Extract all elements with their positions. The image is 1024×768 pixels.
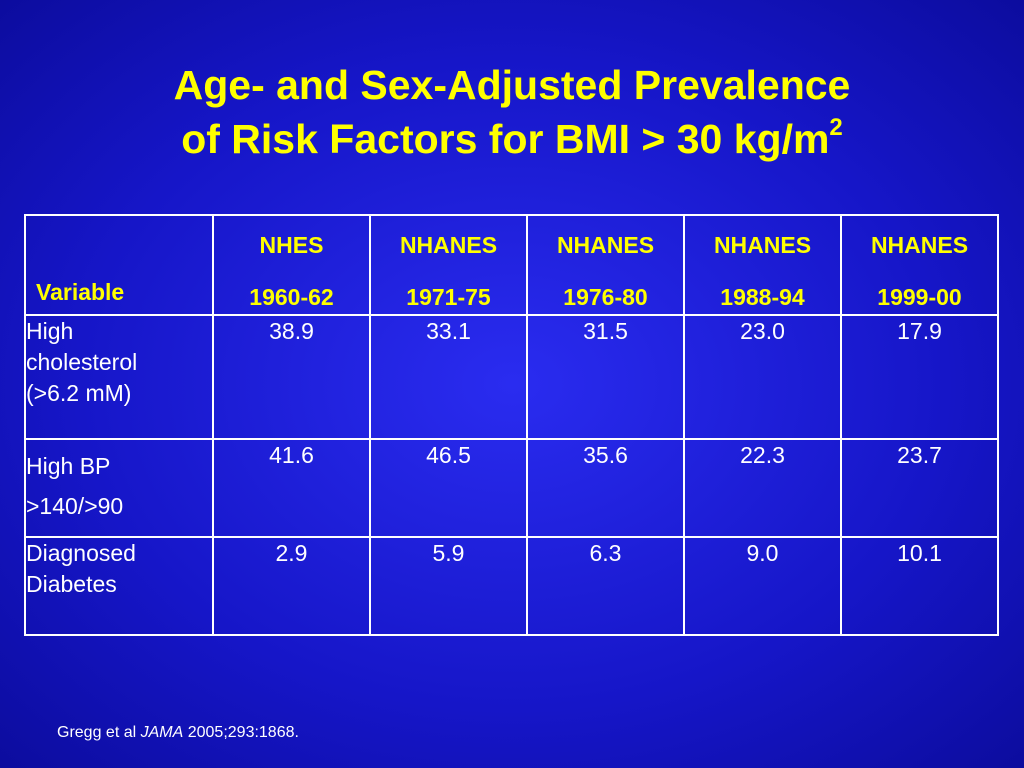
table-cell: 9.0 — [683, 536, 842, 636]
table-cell: 23.0 — [683, 314, 842, 440]
table-cell: 23.7 — [840, 438, 999, 538]
header-survey-name: NHES — [259, 232, 324, 258]
row-label-line: High BP — [26, 453, 111, 479]
header-survey-name: NHANES — [713, 232, 812, 258]
table-cell: 6.3 — [526, 536, 685, 636]
citation-reference: 2005;293:1868. — [183, 724, 299, 741]
table-cell: 46.5 — [369, 438, 528, 538]
header-survey-name: NHANES — [556, 232, 655, 258]
table-cell: 2.9 — [212, 536, 371, 636]
citation-journal: JAMA — [140, 724, 184, 741]
table-cell: 35.6 — [526, 438, 685, 538]
title-line-1: Age- and Sex-Adjusted Prevalence — [173, 62, 851, 108]
header-survey-years: 1999-00 — [877, 284, 962, 310]
row-label-blood-pressure: High BP >140/>90 — [24, 438, 214, 538]
header-survey-1: NHES 1960-62 — [212, 214, 371, 316]
title-line-2-text: of Risk Factors for BMI > 30 kg/m — [181, 116, 830, 162]
header-survey-years: 1988-94 — [720, 284, 805, 310]
row-label-line: High — [26, 318, 74, 344]
citation-footnote: Gregg et al JAMA 2005;293:1868. — [57, 724, 299, 742]
table-cell: 38.9 — [212, 314, 371, 440]
row-label-diabetes: Diagnosed Diabetes — [24, 536, 214, 636]
header-survey-2: NHANES 1971-75 — [369, 214, 528, 316]
header-survey-name: NHANES — [399, 232, 498, 258]
header-survey-3: NHANES 1976-80 — [526, 214, 685, 316]
table-cell: 5.9 — [369, 536, 528, 636]
table-cell: 22.3 — [683, 438, 842, 538]
row-label-cholesterol: High cholesterol (>6.2 mM) — [24, 314, 214, 440]
table-row: High BP >140/>90 41.6 46.5 35.6 22.3 23.7 — [24, 438, 999, 538]
table-header-row: Variable NHES 1960-62 NHANES 1971-75 NHANE… — [24, 214, 999, 316]
table-cell: 31.5 — [526, 314, 685, 440]
header-survey-4: NHANES 1988-94 — [683, 214, 842, 316]
title-line-2: of Risk Factors for BMI > 30 kg/m2 — [0, 112, 1024, 166]
row-label-line: Diagnosed — [26, 540, 136, 566]
row-label-line: cholesterol — [26, 349, 138, 375]
header-survey-years: 1971-75 — [406, 284, 491, 310]
header-variable: Variable — [24, 214, 214, 316]
header-survey-years: 1976-80 — [563, 284, 648, 310]
header-survey-name: NHANES — [870, 232, 969, 258]
slide-title: Age- and Sex-Adjusted Prevalence of Risk… — [0, 58, 1024, 166]
title-superscript: 2 — [829, 114, 843, 141]
row-label-line: (>6.2 mM) — [26, 380, 132, 406]
risk-factor-table: Variable NHES 1960-62 NHANES 1971-75 NHANE… — [24, 214, 999, 636]
table-cell: 33.1 — [369, 314, 528, 440]
header-survey-years: 1960-62 — [249, 284, 334, 310]
row-label-line: >140/>90 — [26, 493, 124, 519]
table-cell: 17.9 — [840, 314, 999, 440]
table-cell: 10.1 — [840, 536, 999, 636]
row-label-line: Diabetes — [26, 571, 117, 597]
table-row: Diagnosed Diabetes 2.9 5.9 6.3 9.0 10.1 — [24, 536, 999, 636]
citation-authors: Gregg et al — [57, 724, 141, 741]
table-row: High cholesterol (>6.2 mM) 38.9 33.1 31.5 … — [24, 314, 999, 440]
header-survey-5: NHANES 1999-00 — [840, 214, 999, 316]
table-cell: 41.6 — [212, 438, 371, 538]
